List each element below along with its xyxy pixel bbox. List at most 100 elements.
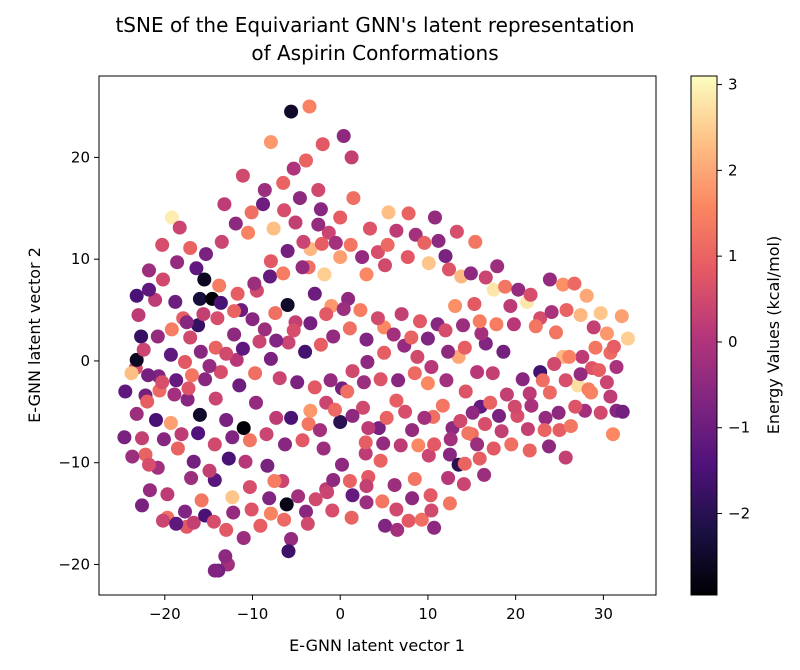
data-point: [272, 371, 287, 386]
data-point: [360, 355, 375, 369]
data-point: [142, 457, 156, 472]
data-point: [207, 437, 222, 452]
x-tick-label: 30: [594, 605, 613, 623]
data-point: [244, 205, 259, 220]
chart-title-line-2: of Aspirin Conformations: [251, 41, 498, 65]
data-point: [342, 474, 357, 488]
data-point: [208, 340, 223, 355]
y-tick-label: 10: [71, 250, 90, 268]
data-point: [279, 497, 294, 512]
data-point: [249, 395, 263, 410]
data-point: [308, 492, 323, 507]
data-point: [313, 423, 327, 438]
data-point: [494, 424, 509, 439]
data-point: [588, 340, 603, 355]
data-point: [558, 450, 573, 465]
data-point: [180, 392, 195, 407]
data-point: [186, 454, 201, 469]
data-point: [284, 532, 299, 546]
data-point: [259, 427, 274, 442]
data-point: [606, 427, 620, 442]
data-point: [172, 220, 187, 235]
data-point: [311, 183, 326, 197]
data-point: [584, 385, 599, 400]
data-point: [599, 326, 614, 341]
data-point: [401, 513, 416, 528]
data-point: [217, 197, 232, 212]
data-point: [167, 387, 182, 402]
data-point: [135, 431, 149, 446]
data-point: [326, 473, 341, 487]
data-point: [257, 183, 272, 197]
data-point: [359, 332, 374, 347]
data-point: [470, 365, 485, 380]
data-point: [263, 351, 278, 366]
data-point: [307, 380, 322, 395]
data-point: [235, 168, 250, 183]
data-point: [474, 326, 489, 341]
data-point: [278, 437, 292, 452]
data-point: [499, 387, 514, 402]
data-point: [389, 393, 404, 408]
data-point: [568, 399, 583, 414]
y-tick-label: −20: [58, 555, 90, 573]
data-point: [573, 308, 588, 323]
data-point: [295, 260, 310, 275]
data-point: [592, 363, 606, 378]
data-point: [321, 225, 336, 240]
data-point: [559, 303, 574, 318]
data-point: [142, 263, 156, 278]
data-point: [359, 479, 374, 494]
data-point: [417, 410, 432, 425]
data-point: [185, 368, 199, 383]
data-point: [370, 311, 385, 326]
data-point: [353, 303, 368, 318]
colorbar-axis: −2 −1 0 1 2 3: [717, 76, 750, 523]
data-point: [344, 510, 359, 525]
data-point: [241, 225, 256, 240]
data-point: [456, 477, 471, 492]
data-point: [336, 302, 351, 316]
data-point: [295, 433, 310, 448]
data-point: [355, 250, 370, 265]
data-point: [435, 398, 450, 413]
data-point: [225, 490, 240, 505]
data-point: [417, 235, 432, 250]
data-point: [183, 330, 198, 345]
data-point: [609, 360, 624, 374]
data-point: [183, 241, 198, 255]
data-point: [292, 191, 307, 206]
data-point: [280, 244, 295, 258]
data-point: [523, 287, 538, 302]
data-point: [228, 216, 243, 231]
data-point: [218, 549, 233, 564]
data-point: [453, 414, 468, 428]
data-point: [389, 223, 404, 238]
data-point: [179, 315, 194, 330]
data-point: [131, 308, 146, 323]
data-point: [323, 373, 338, 388]
data-point: [199, 247, 213, 262]
data-point: [457, 456, 472, 471]
data-point: [212, 278, 227, 293]
data-point: [496, 344, 511, 359]
data-point: [296, 234, 311, 249]
y-tick-label: 20: [71, 148, 90, 166]
data-point: [504, 437, 519, 452]
data-point: [486, 282, 501, 297]
data-point: [232, 378, 247, 393]
data-point: [570, 378, 585, 393]
colorbar-tick-label: 0: [728, 333, 738, 351]
data-point: [277, 203, 292, 218]
data-point: [345, 488, 360, 503]
data-point: [551, 405, 566, 420]
data-point: [163, 416, 178, 430]
data-point: [325, 503, 340, 518]
data-point: [142, 483, 157, 498]
data-point: [333, 250, 348, 265]
x-tick-label: 0: [335, 605, 345, 623]
data-point: [281, 335, 296, 350]
data-point: [252, 334, 267, 349]
data-point: [361, 421, 376, 436]
data-point: [615, 404, 630, 419]
